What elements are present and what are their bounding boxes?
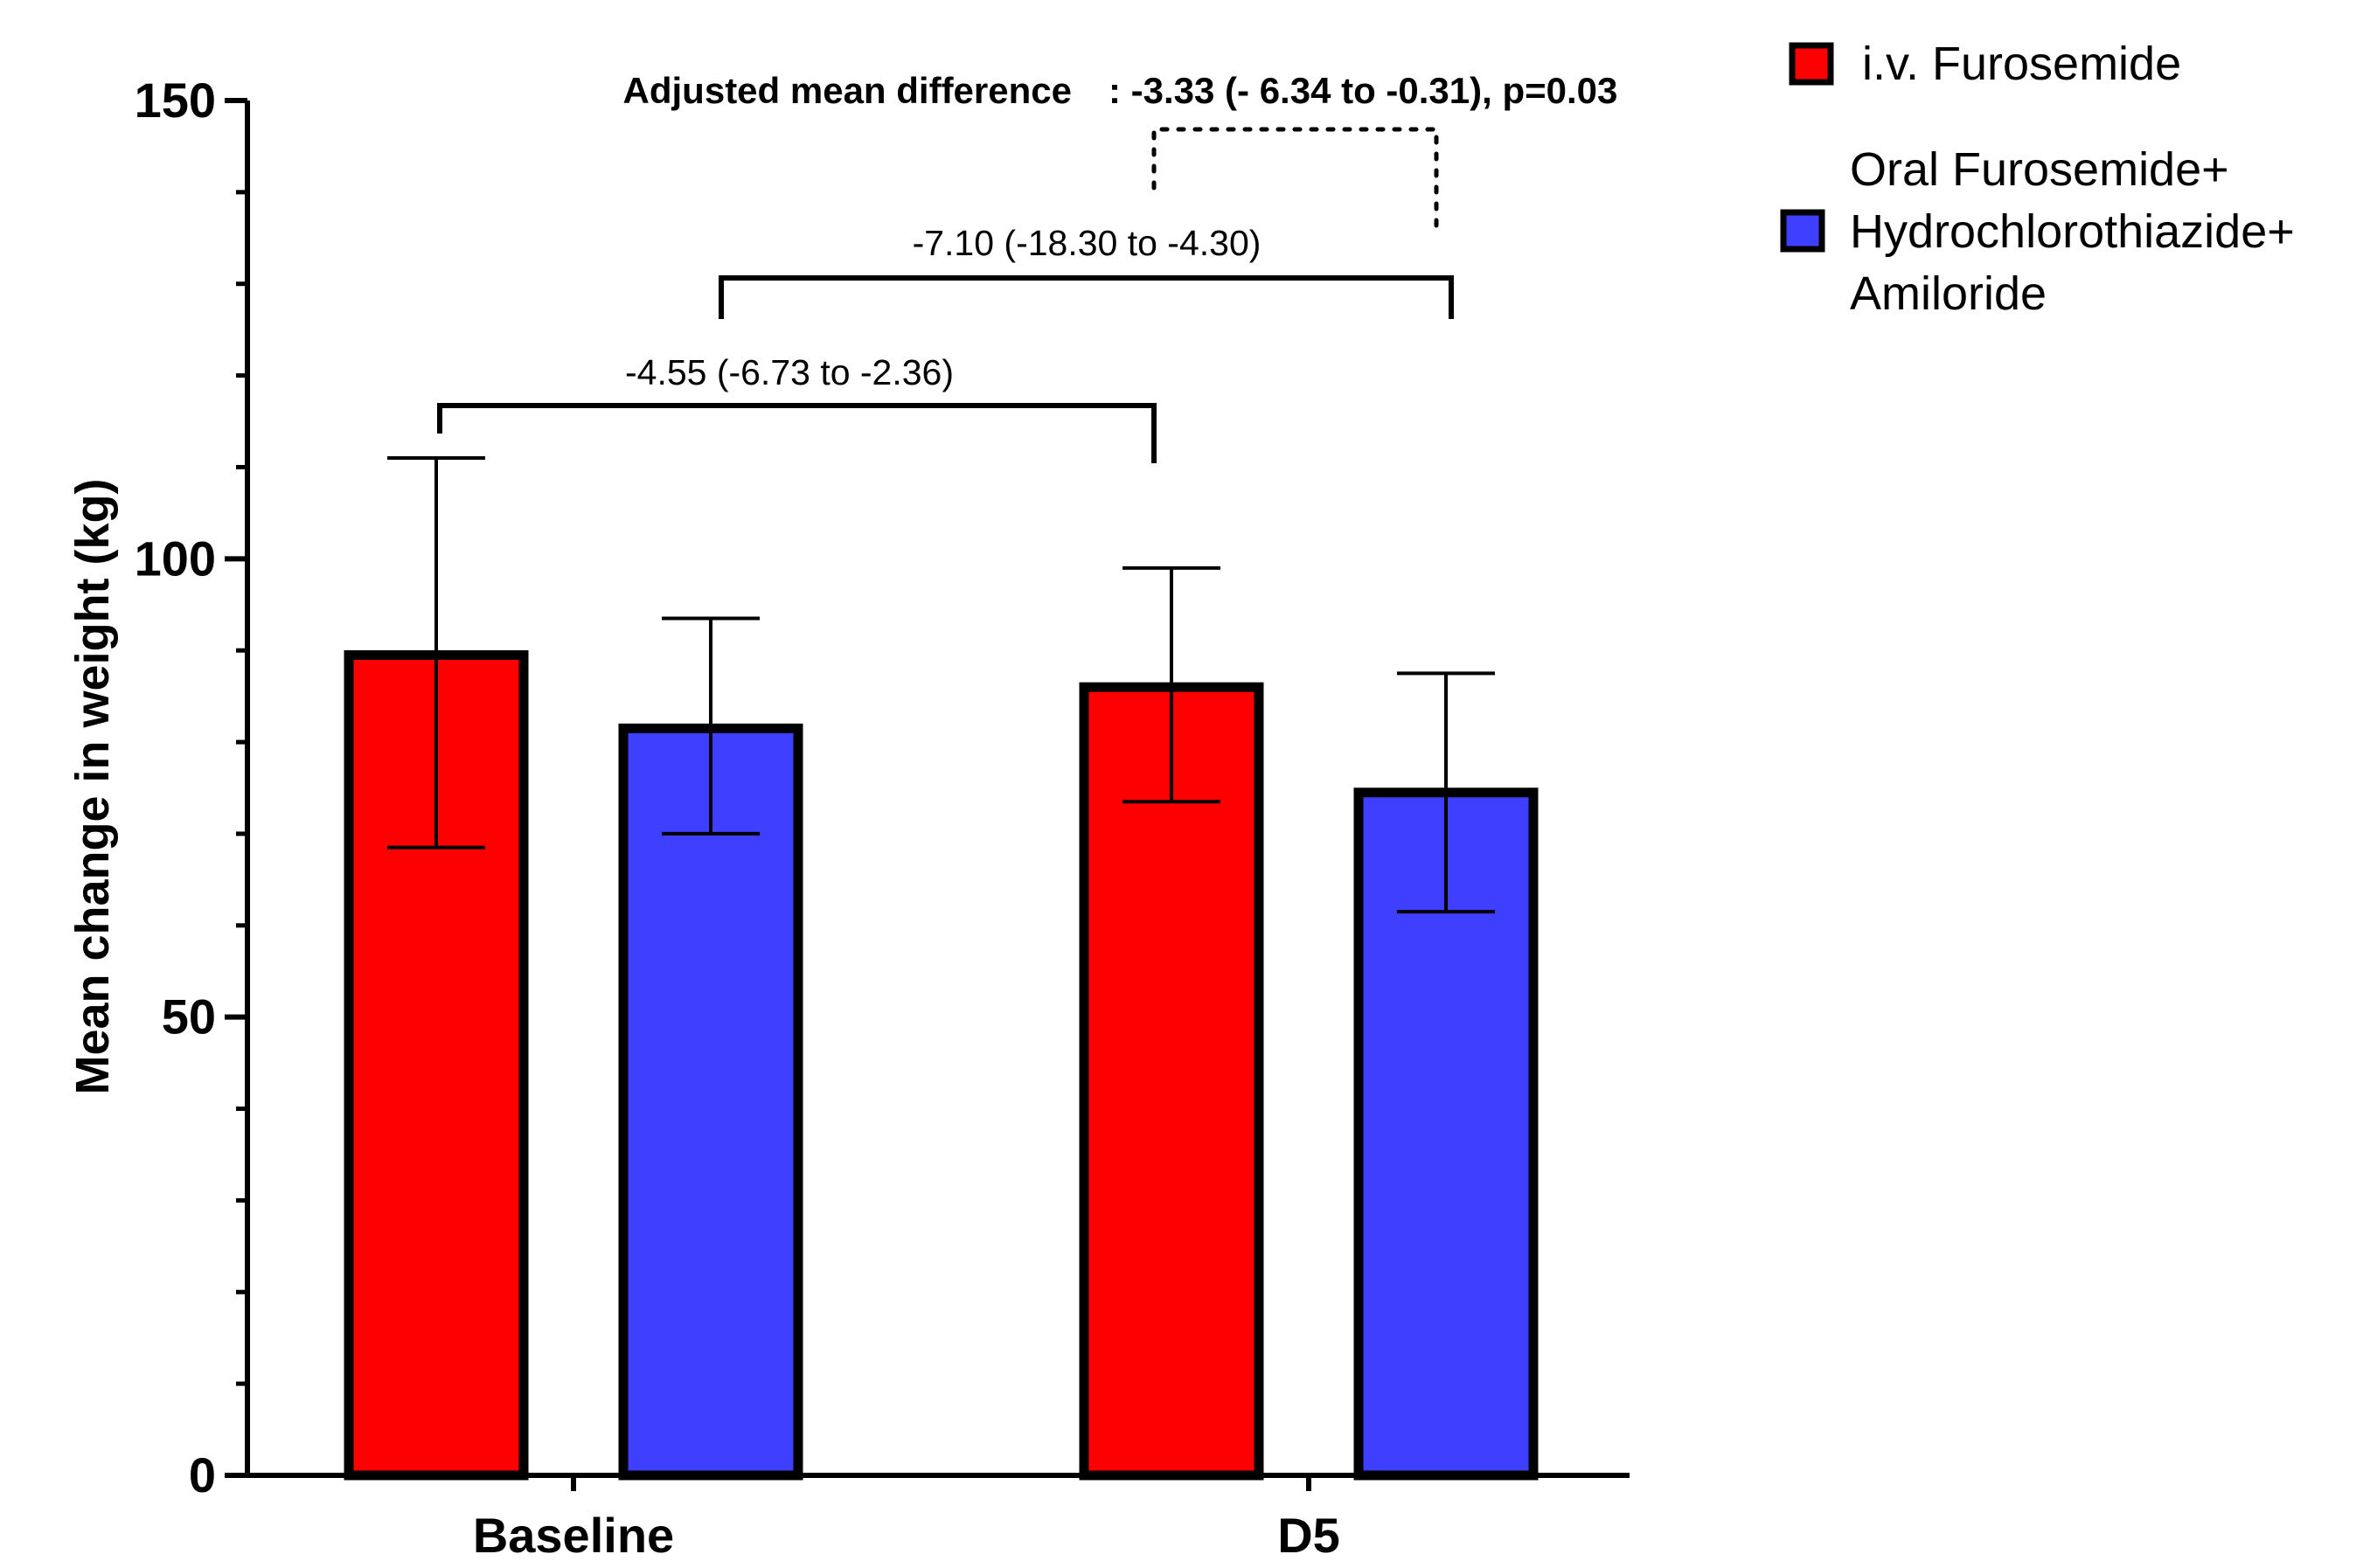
x-tick-label: Baseline	[473, 1508, 674, 1563]
x-tick-label: D5	[1277, 1508, 1340, 1563]
bars	[344, 649, 1539, 1481]
legend-label-iv-furosemide: i.v. Furosemide	[1862, 38, 2181, 90]
y-axis-label: Mean change in weight (kg)	[66, 478, 119, 1094]
comparison-bracket-2	[719, 275, 1454, 319]
bar	[618, 723, 803, 1481]
legend: i.v. Furosemide Oral Furosemide+ Hydroch…	[1780, 38, 2295, 320]
y-tick-label: 150	[135, 73, 216, 128]
legend-label-oral-combination-line-2: Hydrochlorothiazide+	[1850, 205, 2295, 258]
y-ticks: 0 50 100 150	[135, 73, 247, 1502]
bar	[1079, 682, 1264, 1481]
legend-swatch-oral-combination	[1780, 209, 1825, 253]
legend-label-oral-combination-line-3: Amiloride	[1850, 267, 2047, 320]
legend-swatch-iv-furosemide	[1789, 42, 1834, 86]
y-tick-label: 0	[189, 1447, 216, 1502]
comparison-bracket-1	[437, 403, 1157, 463]
x-ticks: Baseline D5	[473, 1475, 1340, 1563]
y-tick-label: 50	[162, 989, 216, 1044]
adjusted-label: Adjusted mean difference	[623, 70, 1072, 111]
comparison-label-1: -4.55 (-6.73 to -2.36)	[625, 352, 954, 392]
y-tick-label: 100	[135, 531, 216, 586]
legend-label-oral-combination-line-1: Oral Furosemide+	[1850, 143, 2229, 196]
adjusted-bracket	[1151, 127, 1439, 237]
error-bars	[387, 455, 1495, 914]
adjusted-value: : -3.33 (- 6.34 to -0.31), p=0.03	[1109, 70, 1617, 111]
comparison-label-2: -7.10 (-18.30 to -4.30)	[913, 223, 1261, 263]
